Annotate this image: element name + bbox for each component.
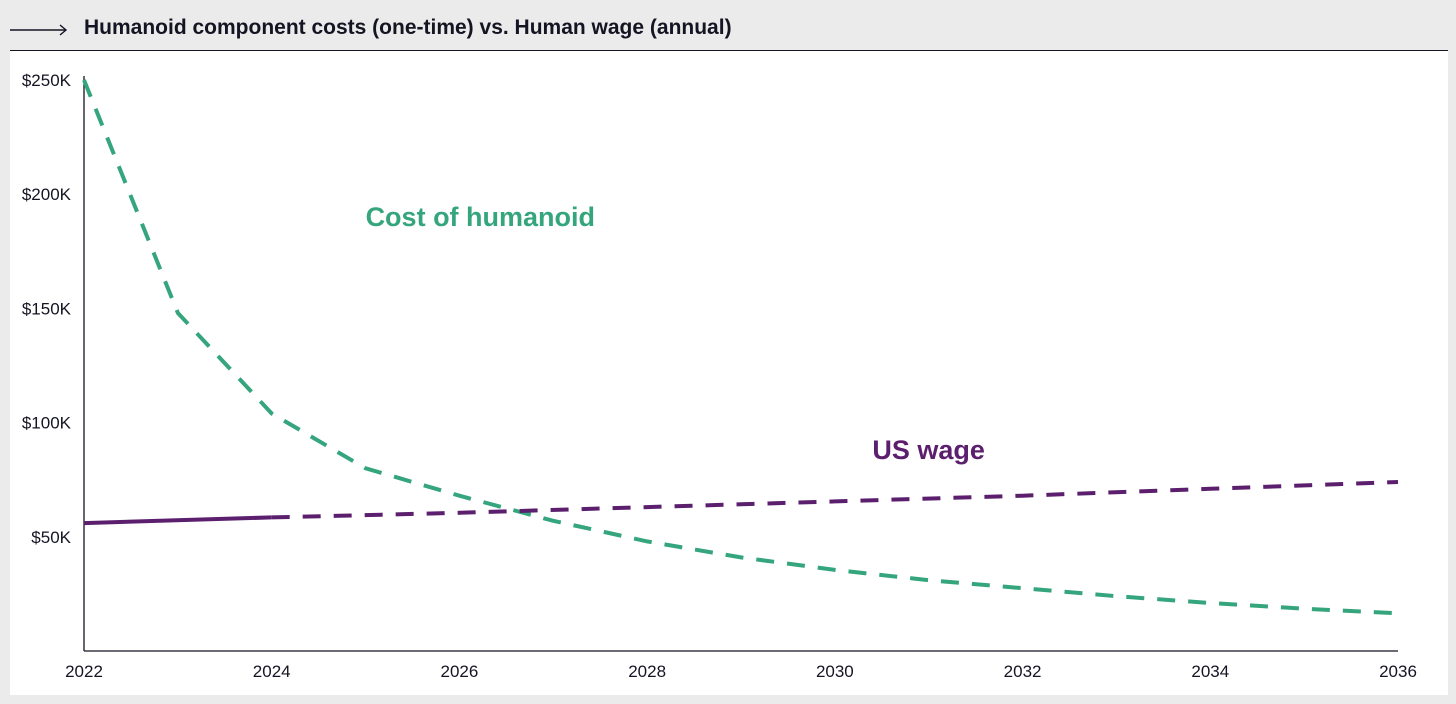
series-lines xyxy=(82,79,1399,616)
y-tick-label: $250K xyxy=(22,71,72,90)
series-humanoid-cost-line xyxy=(82,79,1399,616)
plot-panel xyxy=(10,51,1448,695)
long-right-arrow-icon xyxy=(10,24,68,36)
series-us-wage-projected-line xyxy=(271,480,1399,520)
x-tick-label: 2022 xyxy=(65,662,103,681)
series-humanoid-cost-label: Cost of humanoid xyxy=(366,202,595,232)
x-tick-label: 2030 xyxy=(816,662,854,681)
y-tick-label: $100K xyxy=(22,414,72,433)
series-us-wage-actual-line xyxy=(83,515,272,526)
y-tick-label: $50K xyxy=(31,528,71,547)
x-tick-label: 2026 xyxy=(441,662,479,681)
series-us-wage-label: US wage xyxy=(872,435,985,465)
x-tick-label: 2024 xyxy=(253,662,291,681)
axes: $50K $100K $150K $200K $250K 2022 2024 2026 2028… xyxy=(22,71,1417,681)
series-labels: Cost of humanoid US wage xyxy=(366,202,985,465)
y-tick-label: $200K xyxy=(22,185,72,204)
title-row: Humanoid component costs (one-time) vs. … xyxy=(0,0,1456,50)
x-tick-label: 2034 xyxy=(1191,662,1229,681)
title-divider xyxy=(10,50,1448,51)
x-tick-label: 2032 xyxy=(1004,662,1042,681)
chart-title: Humanoid component costs (one-time) vs. … xyxy=(84,16,732,39)
y-tick-label: $150K xyxy=(22,299,72,318)
x-tick-label: 2036 xyxy=(1379,662,1417,681)
x-tick-label: 2028 xyxy=(628,662,666,681)
